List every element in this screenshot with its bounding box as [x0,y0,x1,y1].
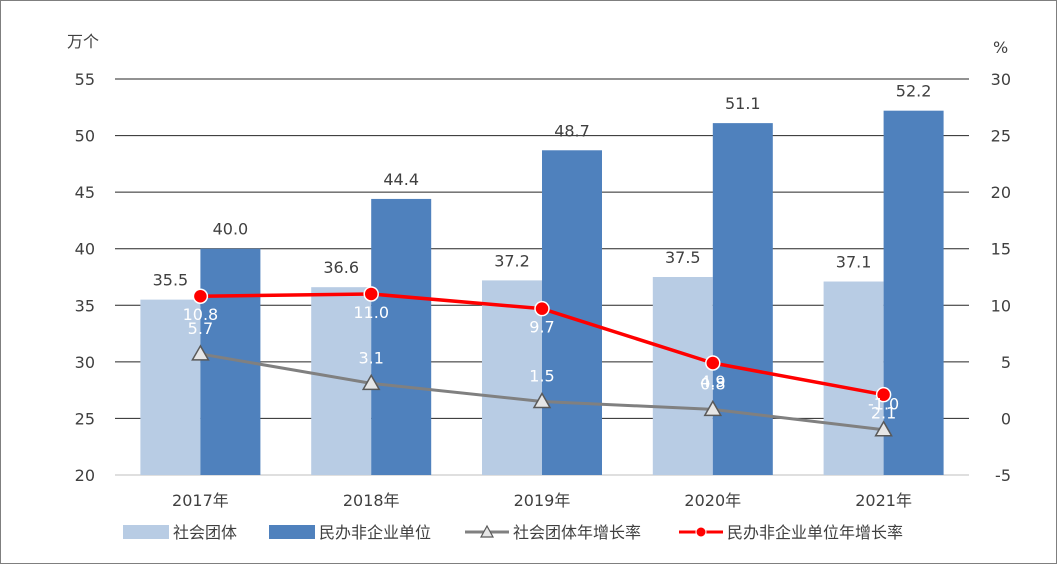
bar-social-org [652,277,713,475]
right-tick-label: 0 [1001,409,1011,428]
line-value-label: 2.1 [871,404,896,423]
lines [191,286,893,437]
left-tick-label: 25 [75,409,95,428]
marker-triangle [703,399,723,417]
marker-triangle [532,391,552,409]
legend-label: 社会团体 [173,523,237,542]
right-tick-label: 10 [991,296,1011,315]
right-axis-unit: % [993,38,1008,57]
right-tick-label: 25 [991,127,1011,146]
marker-triangle [361,373,381,391]
bar-social-org [482,280,542,475]
left-tick-label: 35 [75,296,95,315]
legend-swatch [123,525,169,539]
marker-circle [534,300,550,317]
bar-private-nonenterprise [883,110,944,476]
right-axis-ticks: -5 0 5 10 15 20 25 30 [991,70,1011,485]
right-tick-label: 30 [991,70,1011,89]
marker-circle [363,286,379,302]
bar-value-label: 36.6 [323,258,359,277]
left-tick-label: 45 [75,183,95,202]
line-value-label: 11.0 [353,303,389,322]
marker-circle [705,355,721,371]
left-tick-label: 30 [75,353,95,372]
category-label: 2019年 [514,491,571,510]
right-tick-label: 15 [991,240,1011,259]
line-value-label: 0.8 [700,374,725,393]
left-tick-label: 20 [75,466,95,485]
legend-label: 民办非企业单位年增长率 [727,523,903,542]
category-label: 2017年 [172,491,229,510]
marker-circle [192,288,209,304]
line-value-label: 4.9 [700,372,725,391]
left-tick-label: 50 [75,127,95,146]
bar-social-org [140,299,201,475]
line-value-label: 9.7 [529,318,554,337]
bar-value-label: 37.2 [494,251,530,270]
left-tick-label: 55 [75,70,95,89]
right-tick-label: 20 [991,183,1011,202]
legend-marker [479,524,495,538]
legend-swatch [269,525,315,539]
data-labels: 35.5 36.6 37.2 37.5 37.1 40.0 44.4 48.7 51.1 52.2… [153,82,932,423]
left-axis-unit: 万个 [67,32,99,51]
bar-private-nonenterprise [371,198,432,475]
marker-triangle [874,420,893,437]
bar-private-nonenterprise [712,123,773,475]
legend-label: 民办非企业单位 [319,523,431,542]
category-label: 2018年 [343,491,400,510]
category-label: 2021年 [855,491,912,510]
legend-marker [695,526,707,538]
line-value-label: 5.7 [188,319,213,338]
bar-value-label: 35.5 [153,271,189,290]
bar-value-label: 51.1 [725,94,761,113]
marker-circle [875,386,892,403]
marker-triangle [191,344,210,361]
category-label: 2020年 [684,491,741,510]
bar-value-label: 44.4 [383,170,419,189]
line-value-label: -1.0 [868,395,899,414]
category-labels: 2017年 2018年 2019年 2020年 2021年 [172,491,912,510]
left-axis-ticks: 20 25 30 35 40 45 50 55 [75,70,95,485]
line-value-label: 10.8 [183,305,219,324]
bar-value-label: 37.1 [836,253,872,272]
bar-social-org [823,281,884,475]
legend: 社会团体 民办非企业单位 社会团体年增长率 民办非企业单位年增长率 [123,523,903,542]
bar-value-label: 40.0 [213,220,249,239]
legend-label: 社会团体年增长率 [513,523,641,542]
bar-value-label: 37.5 [665,248,701,267]
bar-value-label: 52.2 [896,82,932,101]
bars [140,110,944,476]
line-value-label: 1.5 [529,366,554,385]
bar-value-label: 48.7 [554,121,590,140]
line-value-label: 3.1 [358,348,383,367]
right-tick-label: 5 [1001,353,1011,372]
right-tick-label: -5 [995,466,1011,485]
left-tick-label: 40 [75,240,95,259]
